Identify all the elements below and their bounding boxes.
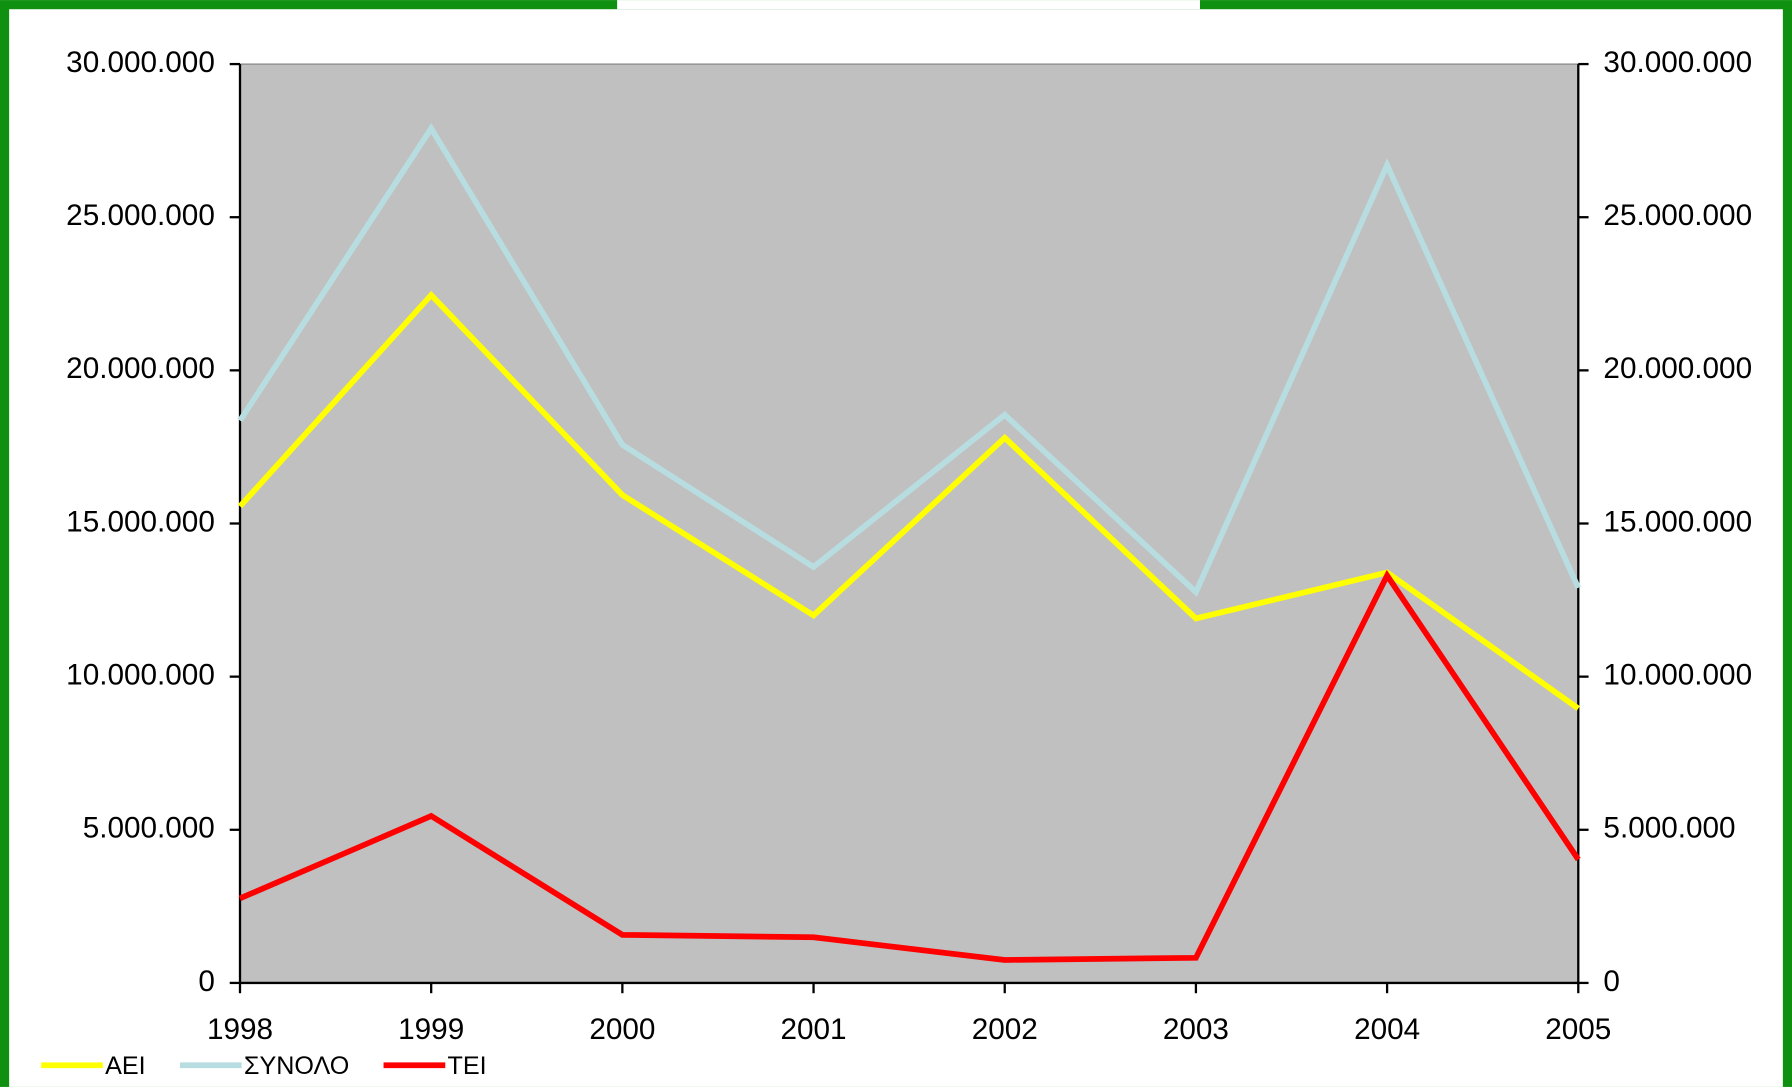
- y-tick-label: 5.000.000: [83, 812, 215, 845]
- y2-tick-label: 15.000.000: [1603, 505, 1752, 538]
- series-line: [237, 123, 1581, 597]
- y-tick-label: 10.000.000: [66, 658, 215, 691]
- x-tick-label: 2002: [972, 1013, 1038, 1046]
- legend-label: ΑΕΙ: [105, 1052, 145, 1080]
- y2-tick-label: 0: [1603, 965, 1620, 998]
- x-tick-label: 2001: [781, 1013, 847, 1046]
- y2-tick-label: 25.000.000: [1603, 199, 1752, 232]
- x-tick-label: 2004: [1354, 1013, 1420, 1046]
- y-tick-label: 30.000.000: [66, 46, 215, 79]
- x-tick-label: 2003: [1163, 1013, 1229, 1046]
- y-tick-label: 20.000.000: [66, 352, 215, 385]
- series-line: [238, 569, 1581, 963]
- x-tick-label: 1999: [398, 1013, 464, 1046]
- y2-tick-label: 20.000.000: [1603, 352, 1752, 385]
- legend-label: ΤΕΙ: [448, 1052, 487, 1080]
- y-tick-label: 25.000.000: [66, 199, 215, 232]
- title-tab: [617, 0, 1200, 10]
- series-line: [237, 290, 1580, 711]
- y2-tick-label: 10.000.000: [1603, 658, 1752, 691]
- x-tick-label: 1998: [207, 1013, 273, 1046]
- x-tick-label: 2000: [589, 1013, 655, 1046]
- legend-label: ΣΥΝΟΛΟ: [244, 1052, 349, 1080]
- y2-tick-label: 30.000.000: [1603, 46, 1752, 79]
- y-tick-label: 0: [198, 965, 215, 998]
- y-tick-label: 15.000.000: [66, 505, 215, 538]
- x-tick-label: 2005: [1545, 1013, 1611, 1046]
- y2-tick-label: 5.000.000: [1603, 812, 1735, 845]
